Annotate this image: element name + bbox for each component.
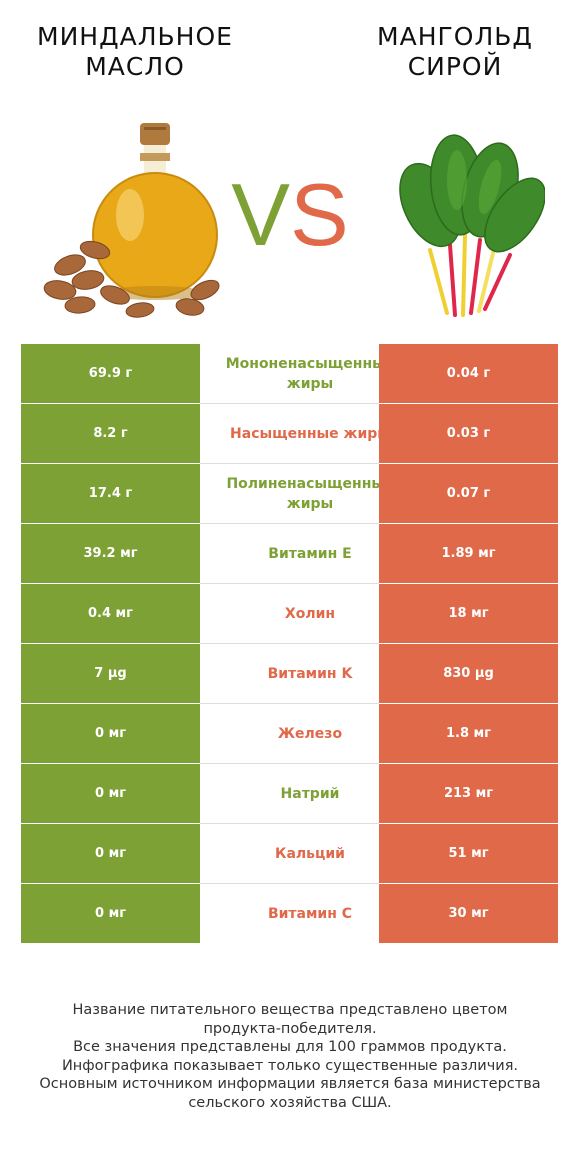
nutrient-label: Железо bbox=[277, 725, 343, 742]
table-row: 69.9 г Мононенасыщенные жиры 0.04 г bbox=[21, 344, 558, 404]
table-row: 0 мг Натрий 213 мг bbox=[21, 763, 558, 824]
nutrient-name: Полиненасыщенные жиры bbox=[200, 463, 379, 524]
table-row: 0.4 мг Холин 18 мг bbox=[21, 583, 558, 644]
footer-line: Все значения представлены для 100 граммо… bbox=[73, 1039, 507, 1055]
table-row: 0 мг Железо 1.8 мг bbox=[21, 703, 558, 764]
right-value: 1.89 мг bbox=[379, 523, 558, 584]
left-value: 0.4 мг bbox=[21, 583, 200, 644]
nutrient-name: Натрий bbox=[200, 763, 379, 824]
footer-note: Название питательного вещества представл… bbox=[20, 1001, 560, 1112]
left-value: 7 µg bbox=[21, 643, 200, 704]
nutrient-name: Кальций bbox=[200, 823, 379, 884]
nutrient-label: Кальций bbox=[275, 845, 345, 862]
left-value: 0 мг bbox=[21, 823, 200, 884]
table-row: 0 мг Витамин C 30 мг bbox=[21, 883, 558, 943]
chard-image bbox=[399, 134, 545, 317]
right-value: 0.03 г bbox=[379, 403, 558, 464]
nutrient-name: Витамин E bbox=[200, 523, 379, 584]
nutrient-name: Холин bbox=[200, 583, 379, 644]
nutrient-label: Витамин C bbox=[267, 905, 353, 922]
vs-s-letter: S bbox=[290, 165, 349, 264]
right-value: 18 мг bbox=[379, 583, 558, 644]
table-row: 17.4 г Полиненасыщенные жиры 0.07 г bbox=[21, 463, 558, 524]
nutrient-name: Витамин C bbox=[200, 883, 379, 943]
footer-line: Название питательного вещества представл… bbox=[72, 1002, 508, 1018]
right-value: 0.07 г bbox=[379, 463, 558, 524]
nutrient-label: Витамин E bbox=[268, 545, 352, 562]
nutrient-label: Витамин K bbox=[267, 665, 353, 682]
left-value: 0 мг bbox=[21, 763, 200, 824]
right-value: 213 мг bbox=[379, 763, 558, 824]
right-value: 1.8 мг bbox=[379, 703, 558, 764]
nutrient-label: Холин bbox=[284, 605, 336, 622]
versus-label: VS bbox=[225, 165, 355, 265]
left-value: 69.9 г bbox=[21, 344, 200, 404]
nutrient-label: Натрий bbox=[280, 785, 340, 802]
right-value: 0.04 г bbox=[379, 344, 558, 404]
left-value: 8.2 г bbox=[21, 403, 200, 464]
nutrient-label: Насыщенные жиры bbox=[230, 425, 379, 442]
right-value: 51 мг bbox=[379, 823, 558, 884]
left-value: 39.2 мг bbox=[21, 523, 200, 584]
nutrient-name: Железо bbox=[200, 703, 379, 764]
nutrient-name: Витамин K bbox=[200, 643, 379, 704]
table-row: 7 µg Витамин K 830 µg bbox=[21, 643, 558, 704]
left-value: 17.4 г bbox=[21, 463, 200, 524]
table-row: 0 мг Кальций 51 мг bbox=[21, 823, 558, 884]
table-row: 8.2 г Насыщенные жиры 0.03 г bbox=[21, 403, 558, 464]
nutrient-name: Насыщенные жиры bbox=[200, 403, 379, 464]
right-product-title: МАНГОЛЬД СИРОЙ bbox=[377, 22, 533, 81]
nutrient-label: Полиненасыщенные жиры bbox=[226, 475, 379, 512]
left-product-title: МИНДАЛЬНОЕ МАСЛО bbox=[37, 22, 233, 81]
vs-v-letter: V bbox=[231, 165, 290, 264]
almond-oil-image bbox=[43, 123, 220, 318]
footer-line: Основным источником информации является … bbox=[39, 1076, 541, 1092]
left-value: 0 мг bbox=[21, 703, 200, 764]
footer-line: продукта-победителя. bbox=[203, 1020, 377, 1037]
table-row: 39.2 мг Витамин E 1.89 мг bbox=[21, 523, 558, 584]
right-value: 30 мг bbox=[379, 883, 558, 943]
nutrient-name: Мононенасыщенные жиры bbox=[200, 344, 379, 404]
left-value: 0 мг bbox=[21, 883, 200, 943]
footer-line: Инфографика показывает только существенн… bbox=[61, 1057, 519, 1074]
nutrient-label: Мононенасыщенные жиры bbox=[225, 355, 379, 392]
comparison-table: 69.9 г Мононенасыщенные жиры 0.04 г 8.2 г На… bbox=[21, 344, 558, 943]
right-value: 830 µg bbox=[379, 643, 558, 704]
footer-line: сельского хозяйства США. bbox=[188, 1094, 392, 1111]
